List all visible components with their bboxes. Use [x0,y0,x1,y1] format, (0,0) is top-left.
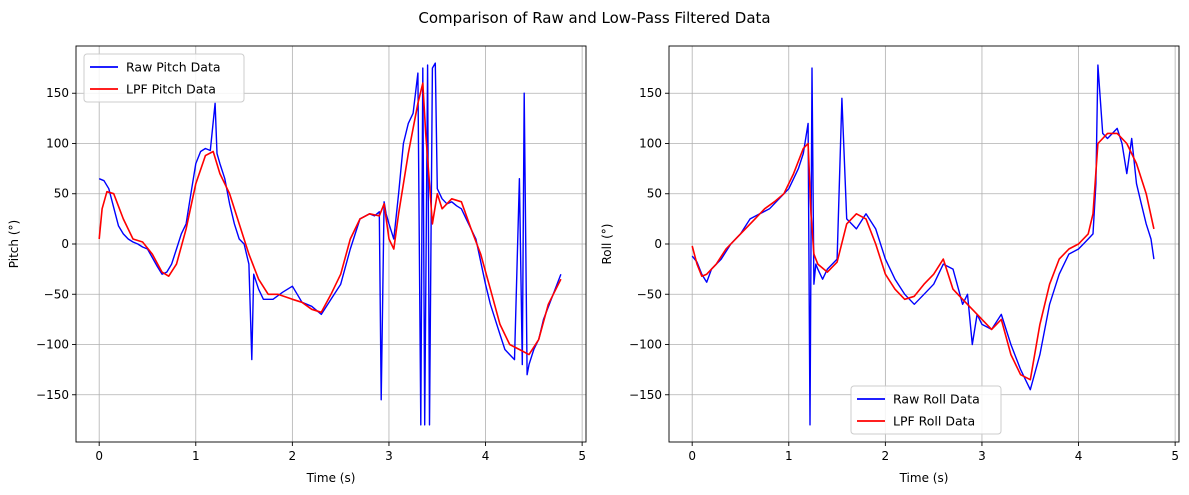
figure-title: Comparison of Raw and Low-Pass Filtered … [418,9,770,27]
legend-label: LPF Pitch Data [126,82,216,97]
series-group [691,64,1155,426]
roll-chart: 0 1 2 3 4 5 −150 −100 −50 0 50 100 150 Time (s) Roll (… [600,45,1180,485]
series-line-lpf [98,82,562,356]
x-tick-label: 4 [1075,449,1083,463]
y-tick-label: 0 [61,237,69,251]
x-tick-label: 0 [95,449,103,463]
legend-box [83,53,245,103]
legend-label: LPF Roll Data [893,414,975,429]
legend-box [850,385,1002,435]
y-tick-label: −100 [36,338,69,352]
y-axis-label: Pitch (°) [7,220,21,268]
y-tick-label: 50 [647,187,662,201]
x-tick-label: 4 [482,449,490,463]
y-tick-label: 150 [46,86,69,100]
y-tick-label: 150 [639,86,662,100]
x-tick-label: 2 [289,449,297,463]
pitch-chart: 0 1 2 3 4 5 −150 −100 −50 0 50 100 150 Time (s) Pitch … [7,45,587,485]
x-tick-label: 3 [385,449,393,463]
x-tick-label: 1 [192,449,200,463]
y-tick-label: 0 [654,237,662,251]
y-tick-label: −150 [36,388,69,402]
x-axis-label: Time (s) [899,471,949,485]
x-axis-label: Time (s) [306,471,356,485]
y-tick-label: −50 [44,287,69,301]
legend-label: Raw Pitch Data [126,60,221,75]
x-tick-label: 3 [978,449,986,463]
y-tick-label: 50 [54,187,69,201]
y-tick-label: −150 [629,388,662,402]
x-tick-label: 5 [1171,449,1179,463]
x-tick-label: 0 [688,449,696,463]
y-tick-label: −100 [629,338,662,352]
legend-label: Raw Roll Data [893,392,980,407]
legend: Raw Pitch Data LPF Pitch Data [83,53,245,103]
series-line-lpf [691,132,1155,381]
series-group [98,62,562,426]
x-tick-label: 1 [785,449,793,463]
y-tick-label: 100 [639,136,662,150]
legend: Raw Roll Data LPF Roll Data [850,385,1002,435]
y-tick-label: 100 [46,136,69,150]
y-axis-label: Roll (°) [600,224,614,265]
series-line-raw [691,64,1155,426]
x-tick-label: 2 [882,449,890,463]
y-tick-label: −50 [637,287,662,301]
x-tick-label: 5 [578,449,586,463]
